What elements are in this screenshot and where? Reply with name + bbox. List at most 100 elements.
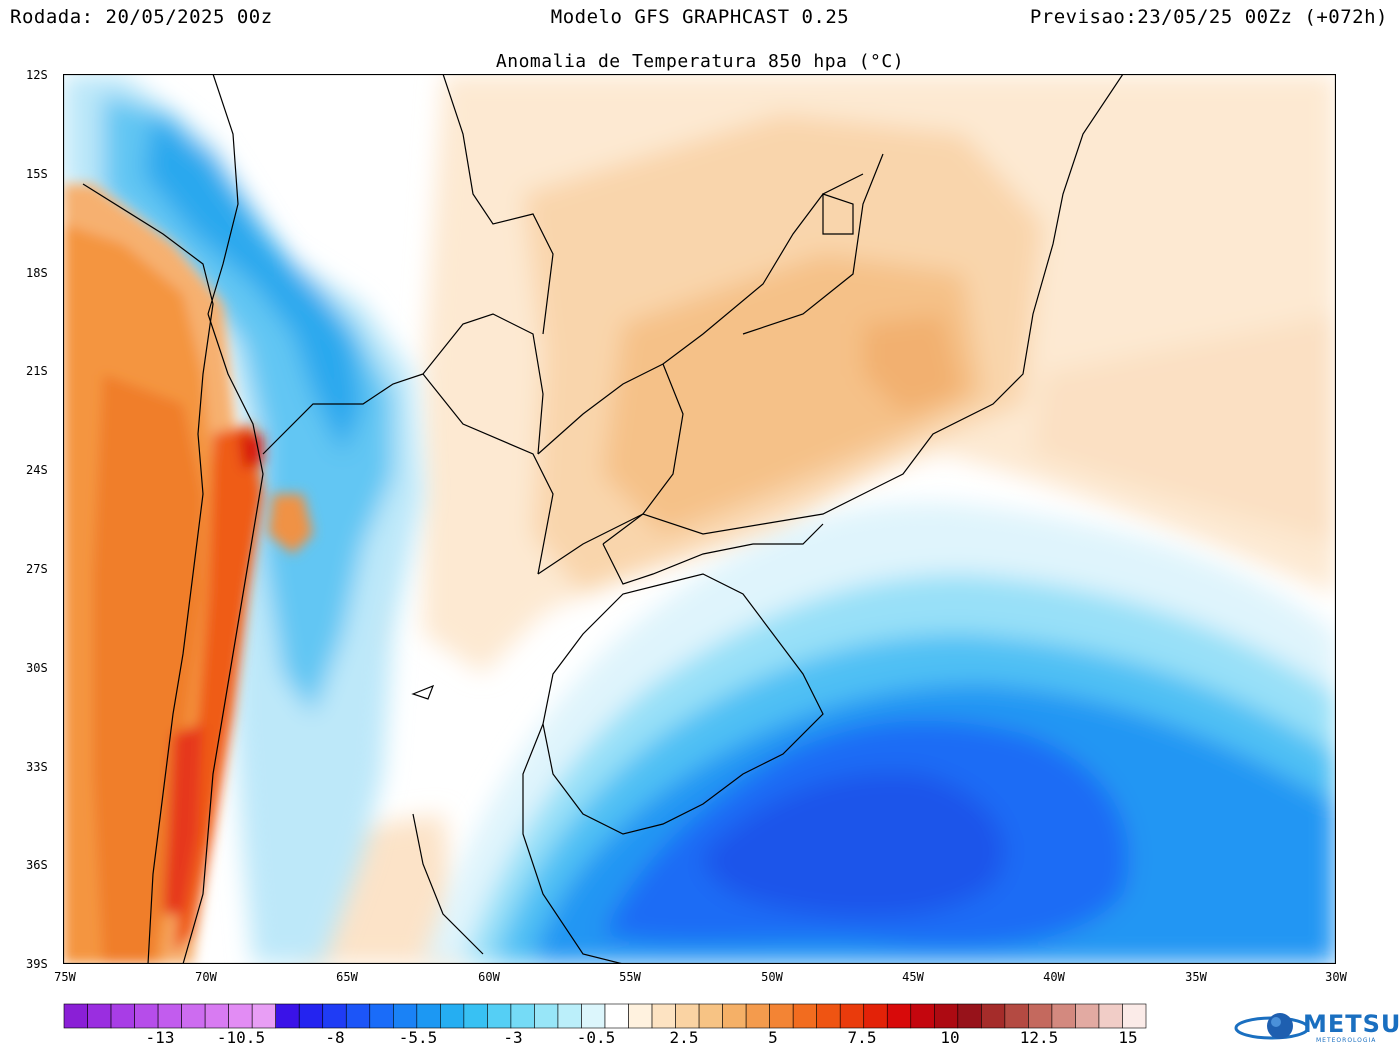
colorbar (63, 1003, 1147, 1029)
lat-label: 30S (26, 661, 48, 675)
map-title: Anomalia de Temperatura 850 hpa (°C) (495, 51, 905, 72)
colorbar-swatch (134, 1003, 159, 1029)
lon-label: 55W (619, 970, 641, 984)
lon-label: 35W (1185, 970, 1207, 984)
ocean-cold-anomaly (423, 502, 1336, 964)
lat-label: 21S (26, 364, 48, 378)
colorbar-swatch (839, 1003, 865, 1029)
colorbar-label: 5 (768, 1028, 778, 1047)
colorbar-label: -5.5 (398, 1028, 438, 1047)
lat-label: 39S (26, 957, 48, 971)
paraguay-border (422, 313, 544, 455)
colorbar-swatch (393, 1003, 418, 1029)
argentina-coast (412, 813, 484, 955)
colorbar-swatch (792, 1003, 817, 1029)
colorbar-swatch (110, 1003, 135, 1029)
chile-argentina-border (182, 313, 264, 964)
colorbar-swatch (1028, 1003, 1053, 1029)
colorbar-swatch (863, 1003, 888, 1029)
colorbar-swatch (534, 1003, 559, 1029)
lon-label: 70W (195, 970, 217, 984)
lon-label: 40W (1043, 970, 1065, 984)
colorbar-swatch (581, 1003, 606, 1029)
sc-border (602, 523, 824, 585)
lon-label: 75W (54, 970, 76, 984)
colorbar-label: 2.5 (669, 1028, 699, 1047)
chile-coastline (82, 183, 214, 964)
coastlines-borders (82, 74, 1124, 964)
colorbar-swatch (510, 1003, 535, 1029)
lon-label: 65W (336, 970, 358, 984)
lon-label: 50W (761, 970, 783, 984)
colorbar-swatch (87, 1003, 112, 1029)
colorbar-swatch (981, 1003, 1006, 1029)
pacific-warm-anomaly (63, 184, 313, 964)
colorbar-swatch (440, 1003, 465, 1029)
colorbar-swatch (722, 1003, 747, 1029)
colorbar-swatch (628, 1003, 653, 1029)
colorbar-swatch (298, 1003, 324, 1029)
peru-bolivia-border (207, 74, 239, 315)
logo-subtitle: METEOROLOGIA (1316, 1037, 1377, 1044)
forecast-time-label: Previsao:23/05/25 00Zz (+072h) (1029, 6, 1388, 28)
colorbar-label: 7.5 (847, 1028, 877, 1047)
run-date-label: Rodada: 20/05/2025 00z (10, 6, 273, 28)
colorbar-swatch (157, 1003, 182, 1029)
colorbar-swatch (934, 1003, 959, 1029)
colorbar-label: -13 (145, 1028, 175, 1047)
colorbar-swatch (63, 1003, 88, 1029)
colorbar-swatch (181, 1003, 206, 1029)
lat-label: 36S (26, 858, 48, 872)
colorbar-swatch (322, 1003, 347, 1029)
colorbar-swatch (416, 1003, 441, 1029)
colorbar-swatch (816, 1003, 841, 1029)
colorbar-swatch (886, 1003, 912, 1029)
colorbar-swatch (698, 1003, 723, 1029)
brazil-state-border-1 (537, 173, 864, 455)
model-name-label: Modelo GFS GRAPHCAST 0.25 (550, 6, 850, 28)
colorbar-swatch (1098, 1003, 1123, 1029)
df-border (822, 193, 854, 235)
bolivia-brazil-border (442, 74, 554, 335)
brazil-state-border-3 (742, 153, 884, 335)
colorbar-swatch (251, 1003, 276, 1029)
colorbar-label: 15 (1118, 1028, 1138, 1047)
metsul-logo (1234, 1013, 1310, 1040)
colorbar-swatch (957, 1003, 982, 1029)
colorbar-swatch (345, 1003, 371, 1029)
temperature-anomaly-map (63, 74, 1336, 964)
rio-grande-do-sul (542, 573, 824, 835)
lon-label: 45W (902, 970, 924, 984)
lat-label: 18S (26, 266, 48, 280)
colorbar-swatch (675, 1003, 700, 1029)
colorbar-swatch (487, 1003, 512, 1029)
bolivia-argentina-border (262, 373, 424, 455)
colorbar-label: 12.5 (1019, 1028, 1059, 1047)
colorbar-swatch (369, 1003, 394, 1029)
lat-label: 15S (26, 167, 48, 181)
colorbar-swatch (910, 1003, 935, 1029)
lat-label: 33S (26, 760, 48, 774)
colorbar-swatch (1075, 1003, 1100, 1029)
uruguay-coast (522, 723, 624, 964)
lat-label: 27S (26, 562, 48, 576)
colorbar-swatch (651, 1003, 676, 1029)
brazil-state-border-2 (602, 363, 684, 545)
brazil-east-coast (537, 74, 1124, 575)
lon-label: 60W (478, 970, 500, 984)
colorbar-swatch (463, 1003, 488, 1029)
logo-wordmark: METSUL (1303, 1010, 1400, 1038)
colorbar-label: -8 (325, 1028, 345, 1047)
colorbar-swatch (1051, 1003, 1076, 1029)
colorbar-swatch (604, 1003, 629, 1029)
colorbar-swatch (204, 1003, 229, 1029)
colorbar-label: -10.5 (216, 1028, 266, 1047)
lagoon-shape (411, 684, 435, 700)
colorbar-swatch (1122, 1003, 1147, 1029)
colorbar-swatch (1004, 1003, 1029, 1029)
colorbar-swatch (769, 1003, 794, 1029)
paraguay-argentina-border (422, 373, 554, 575)
colorbar-swatch (275, 1003, 300, 1029)
colorbar-label: -0.5 (576, 1028, 616, 1047)
colorbar-label: 10 (940, 1028, 960, 1047)
